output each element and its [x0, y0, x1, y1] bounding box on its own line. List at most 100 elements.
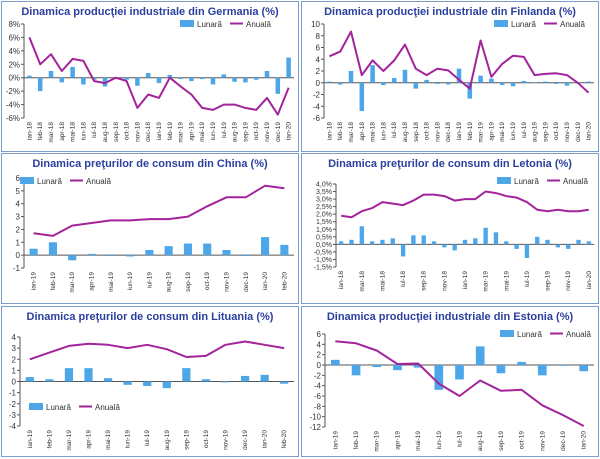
x-tick-label: mai-19: [108, 272, 115, 292]
x-tick-label: iun-19: [436, 431, 443, 449]
legend-label-lunara: Lunară: [511, 20, 536, 29]
bar: [178, 77, 183, 80]
bar: [504, 241, 509, 245]
x-tick-label: nov-19: [264, 122, 271, 142]
bar: [478, 75, 483, 83]
x-tick-label: aug-18: [102, 122, 109, 143]
x-tick-label: ian-19: [462, 271, 469, 289]
x-tick-label: ian-18: [338, 271, 345, 289]
y-tick-label: 0,0%: [316, 242, 332, 249]
bar: [162, 381, 171, 389]
x-tick-label: aug-19: [166, 272, 173, 293]
bar: [381, 82, 386, 86]
bar: [452, 244, 457, 251]
bar: [183, 243, 192, 256]
bar: [167, 75, 173, 78]
bar: [348, 71, 354, 83]
bar: [576, 239, 581, 245]
chart-title: Dinamica producţiei industriale din Finl…: [324, 6, 576, 18]
y-tick-label: 6: [316, 44, 321, 53]
bar: [517, 361, 526, 365]
x-tick-label: iun-19: [127, 272, 134, 290]
x-tick-label: mai-19: [199, 122, 206, 142]
y-tick-label: -10: [309, 413, 321, 422]
line-series-anuala: [28, 37, 290, 116]
bar: [455, 365, 464, 380]
bar: [338, 241, 344, 245]
bar: [91, 77, 97, 80]
y-tick-label: -2: [314, 371, 322, 380]
bar: [349, 239, 354, 245]
y-tick-label: 8%: [8, 20, 20, 29]
bar: [586, 81, 591, 83]
y-tick-label: -1,0%: [314, 257, 332, 264]
x-tick-label: feb-19: [50, 272, 57, 291]
x-tick-label: ian-18: [326, 122, 333, 140]
chart-title: Dinamica preţurilor de consum din Letoni…: [328, 158, 572, 170]
y-tick-label: 0: [16, 251, 21, 260]
bar: [496, 365, 506, 374]
bar: [84, 368, 93, 382]
bar: [372, 365, 382, 368]
bar: [370, 65, 375, 83]
x-tick-label: feb-19: [46, 430, 53, 449]
x-tick-label: ian-20: [586, 122, 593, 140]
y-tick-label: -0,5%: [314, 249, 332, 256]
bar: [532, 82, 537, 83]
x-tick-label: nov-19: [223, 430, 230, 450]
x-tick-label: mai-19: [503, 271, 510, 291]
x-tick-label: oct-19: [519, 431, 526, 449]
x-tick-label: mai-19: [105, 430, 112, 450]
x-tick-label: iun-18: [80, 122, 87, 140]
x-tick-label: nov-19: [224, 272, 231, 292]
bar: [489, 78, 494, 83]
y-tick-label: -1: [13, 264, 21, 273]
x-tick-label: apr-19: [488, 122, 495, 141]
chart-finland: Dinamica producţiei industriale din Finl…: [301, 1, 599, 152]
x-tick-label: ian-19: [332, 431, 339, 449]
x-tick-label: feb-18: [37, 122, 44, 141]
bar: [499, 82, 505, 86]
x-tick-label: dec-18: [145, 122, 152, 142]
chart-title: Dinamica producţiei industriale din Germ…: [21, 6, 279, 18]
x-tick-label: iul-19: [146, 272, 153, 288]
bar: [182, 368, 191, 382]
x-tick-label: dec-19: [275, 122, 282, 142]
x-tick-label: ian-20: [262, 430, 269, 448]
y-tick-label: -4: [9, 422, 17, 431]
bar: [145, 73, 151, 78]
x-tick-label: feb-19: [467, 122, 474, 141]
bar: [261, 237, 270, 256]
bar: [369, 241, 375, 245]
y-tick-label: 2: [316, 67, 321, 76]
x-tick-label: sep-18: [413, 122, 420, 142]
y-tick-label: -3: [9, 411, 17, 420]
legend-label-anuala: Anuală: [560, 20, 585, 29]
y-tick-label: 1: [16, 238, 21, 247]
y-tick-label: -4: [314, 382, 322, 391]
y-tick-label: -6%: [6, 114, 20, 123]
bar: [543, 81, 548, 83]
chart-title: Dinamica preţurilor de consum din China …: [32, 158, 268, 170]
x-tick-label: oct-19: [553, 122, 560, 140]
x-tick-label: nov-19: [565, 271, 572, 291]
bar: [156, 77, 162, 84]
bar: [64, 368, 74, 382]
y-tick-label: -4%: [6, 101, 20, 110]
x-tick-label: mar-19: [66, 430, 73, 451]
x-tick-label: aug-19: [477, 431, 484, 452]
legend-swatch-lunara: [180, 20, 194, 27]
x-tick-label: oct-19: [203, 430, 210, 448]
y-tick-label: -2: [313, 91, 321, 100]
y-tick-label: 4: [317, 340, 322, 349]
line-series-anuala: [329, 30, 590, 94]
x-tick-label: mai-18: [70, 122, 77, 142]
bar: [201, 379, 211, 382]
legend-swatch-lunara: [494, 20, 508, 27]
bar: [545, 239, 550, 245]
bar: [359, 226, 364, 245]
y-tick-label: 8: [316, 32, 321, 41]
x-tick-label: ian-20: [586, 271, 593, 289]
x-tick-label: sep-18: [113, 122, 120, 142]
x-tick-label: sep-19: [185, 272, 192, 292]
